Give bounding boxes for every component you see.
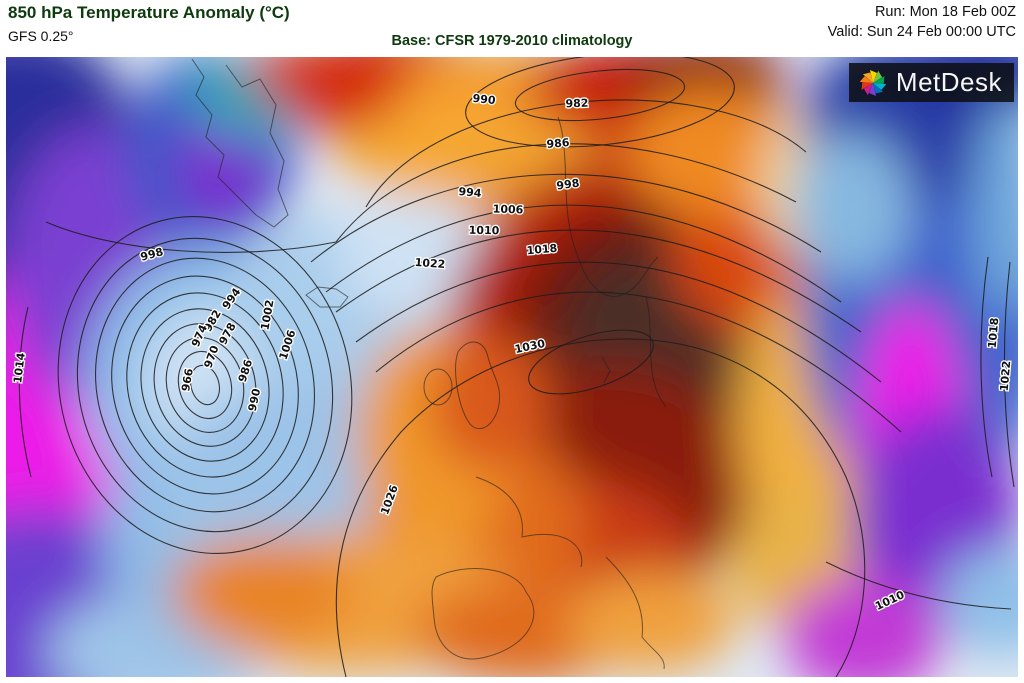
- isobar-label: 994: [458, 185, 482, 200]
- anomaly-map-canvas: 998 990 982 986 994 998 1006 1010 1018 1…: [6, 57, 1018, 677]
- isobar-label: 1010: [469, 224, 500, 238]
- header-left: 850 hPa Temperature Anomaly (°C) GFS 0.2…: [8, 3, 392, 44]
- map-title: 850 hPa Temperature Anomaly (°C): [8, 3, 290, 22]
- isobar-label: 966: [179, 367, 196, 392]
- isobar-contours: [18, 57, 1015, 677]
- isobar-labels: 998 990 982 986 994 998 1006 1010 1018 1…: [10, 91, 1015, 615]
- isobar-label: 998: [556, 176, 581, 192]
- isobar-label: 1030: [514, 337, 547, 356]
- coastlines: [191, 58, 667, 670]
- isobar-label: 986: [546, 136, 570, 151]
- run-label: Run: Mon 18 Feb 00Z: [874, 4, 1016, 20]
- isobar-label: 1022: [998, 360, 1014, 392]
- isobar-label: 982: [565, 97, 588, 111]
- model-label: GFS 0.25°: [8, 28, 74, 44]
- anomaly-shading: [6, 57, 1018, 677]
- header-right: Run: Mon 18 Feb 00Z Valid: Sun 24 Feb 00…: [632, 3, 1016, 42]
- weather-map: 998 990 982 986 994 998 1006 1010 1018 1…: [6, 57, 1018, 677]
- isobar-label: 1022: [414, 256, 445, 271]
- metdesk-pinwheel-icon: [859, 69, 887, 96]
- valid-label: Valid: Sun 24 Feb 00:00 UTC: [827, 23, 1016, 40]
- isobar-label: 990: [472, 92, 497, 107]
- isobar-label: 1014: [11, 352, 28, 384]
- isobar-label: 1006: [492, 202, 523, 216]
- metdesk-logo-text: MetDesk: [895, 67, 1002, 97]
- base-climatology-label: Base: CFSR 1979-2010 climatology: [391, 33, 633, 49]
- isobar-label: 990: [246, 387, 264, 413]
- header: 850 hPa Temperature Anomaly (°C) GFS 0.2…: [0, 0, 1024, 57]
- metdesk-logo: MetDesk: [848, 63, 1014, 102]
- isobar-label: 1018: [986, 317, 1002, 349]
- isobar-label: 1018: [526, 242, 558, 258]
